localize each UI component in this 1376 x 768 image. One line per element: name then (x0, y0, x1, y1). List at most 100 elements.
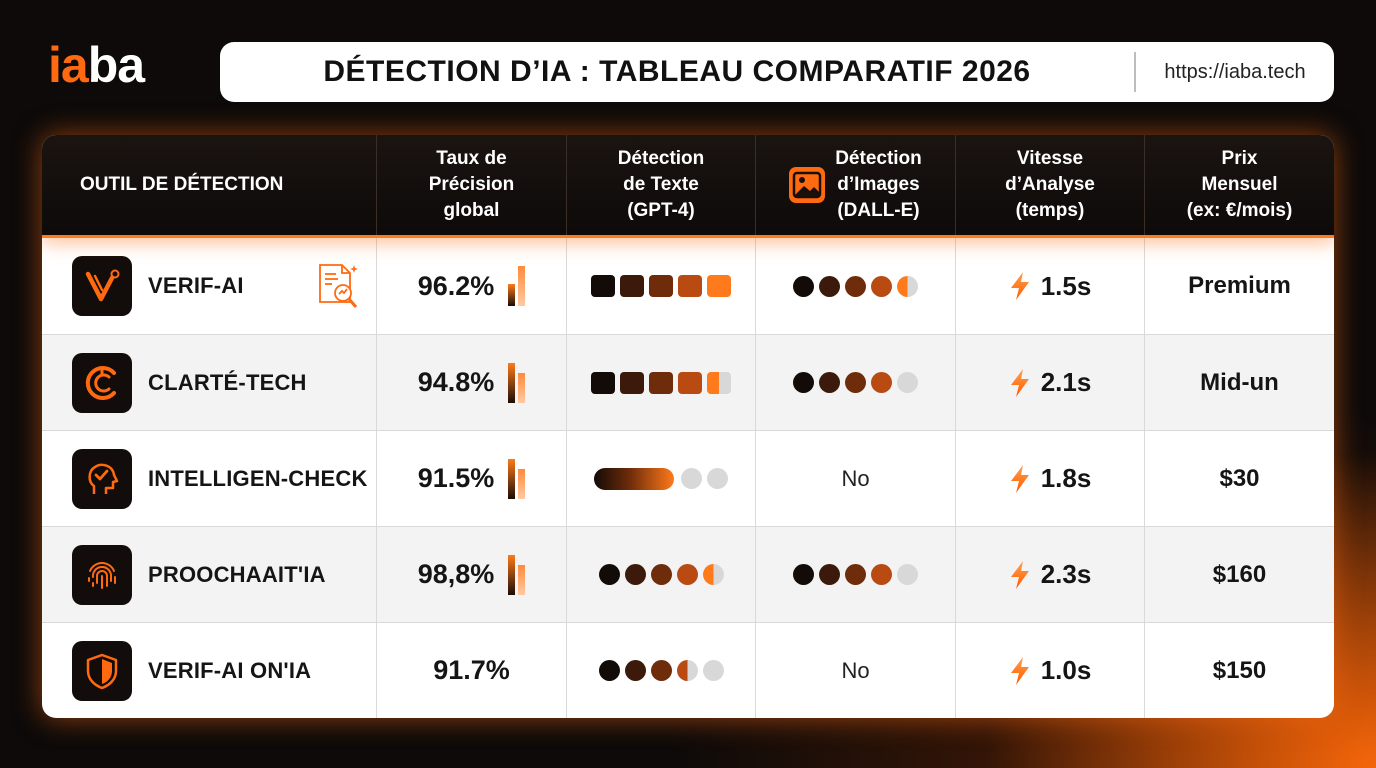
text-detection-rating (591, 371, 731, 394)
table-row[interactable]: INTELLIGEN-CHECK 91.5% No 1.8s $30 (42, 430, 1334, 526)
price-cell: Mid-un (1145, 335, 1334, 430)
header-accuracy: Taux de Précision global (377, 135, 567, 235)
table-header: OUTIL DE DÉTECTION Taux de Précision glo… (42, 135, 1334, 238)
image-detection-cell: No (756, 431, 956, 526)
accuracy-cell: 98,8% (377, 527, 567, 622)
speed-cell: 1.0s (956, 623, 1145, 718)
price-cell: $30 (1145, 431, 1334, 526)
speed-cell: 2.3s (956, 527, 1145, 622)
site-url[interactable]: https://iaba.tech (1164, 60, 1306, 83)
image-detection-rating-unit (819, 275, 840, 297)
lightning-icon (1010, 272, 1029, 300)
title-separator (1134, 52, 1136, 92)
accuracy-value: 94.8% (417, 367, 495, 397)
text-detection-rating (594, 467, 728, 490)
image-detection-rating-unit (845, 564, 866, 585)
image-detection-rating (793, 564, 918, 585)
table-row[interactable]: VERIF-AI ON'IA 91.7% No 1.0s $150 (42, 622, 1334, 718)
header-tool: OUTIL DE DÉTECTION (42, 135, 377, 235)
tool-cell: VERIF-AI (42, 238, 377, 334)
text-detection-rating-unit (676, 564, 698, 585)
accuracy-bar (508, 458, 516, 499)
table-body: VERIF-AI 96.2% 1.5s Premium CLARTÉ-TECH … (42, 238, 1334, 718)
text-detection-rating-unit (678, 371, 702, 394)
header-text-detection: Détection de Texte (GPT-4) (567, 135, 756, 235)
image-detection-cell (756, 238, 956, 334)
price-value: $160 (1212, 560, 1267, 588)
image-detection-rating-unit (871, 275, 892, 297)
tool-cell: CLARTÉ-TECH (42, 335, 377, 430)
tool-cell: VERIF-AI ON'IA (42, 623, 377, 718)
tool-name: VERIF-AI ON'IA (148, 657, 312, 683)
image-detection-value: No (841, 657, 870, 683)
text-detection-cell (567, 335, 756, 430)
text-detection-rating-unit (649, 371, 673, 394)
lightning-icon (1010, 560, 1029, 589)
text-detection-rating-unit (649, 275, 673, 297)
price-value: $30 (1219, 464, 1260, 492)
lightning-icon (1010, 464, 1029, 493)
text-detection-rating-unit (598, 660, 620, 681)
header-price-label: Prix Mensuel (ex: €/mois) (1186, 148, 1293, 221)
comparison-table: OUTIL DE DÉTECTION Taux de Précision glo… (42, 135, 1334, 718)
text-detection-rating-unit (702, 564, 724, 585)
table-row[interactable]: CLARTÉ-TECH 94.8% 2.1s Mid-un (42, 334, 1334, 430)
text-detection-rating-unit (707, 371, 731, 394)
image-detection-rating (793, 372, 918, 393)
tool-name: CLARTÉ-TECH (148, 369, 307, 395)
price-cell: $150 (1145, 623, 1334, 718)
brand-logo: iaba (48, 37, 145, 93)
header-speed: Vitesse d’Analyse (temps) (956, 135, 1145, 235)
accuracy-cell: 96.2% (377, 238, 567, 334)
speed-value: 2.1s (1040, 367, 1092, 397)
accuracy-bars (508, 362, 526, 403)
text-detection-rating-unit (620, 275, 644, 297)
text-detection-rating-unit (598, 564, 620, 585)
document-magnifier-icon (316, 262, 362, 312)
accuracy-bars (508, 554, 526, 595)
accuracy-cell: 91.5% (377, 431, 567, 526)
speed-cell: 1.8s (956, 431, 1145, 526)
speed: 2.3s (1009, 559, 1092, 590)
table-row[interactable]: PROOCHAAIT'IA 98,8% 2.3s $160 (42, 526, 1334, 622)
text-detection-rating-dot (681, 468, 702, 489)
text-detection-rating-unit (702, 660, 724, 681)
tool-name: PROOCHAAIT'IA (148, 561, 326, 587)
lightning-icon (1010, 368, 1029, 397)
table-row[interactable]: VERIF-AI 96.2% 1.5s Premium (42, 238, 1334, 334)
text-detection-rating-unit (624, 564, 646, 585)
accuracy-bar (508, 284, 516, 306)
text-detection-rating-dot (707, 468, 728, 489)
accuracy-cell: 91.7% (377, 623, 567, 718)
accuracy-bar (518, 372, 526, 403)
accuracy-bar (508, 554, 516, 595)
tool-name: INTELLIGEN-CHECK (148, 465, 368, 491)
speed-value: 2.3s (1040, 559, 1092, 589)
c-logo-icon (72, 352, 132, 413)
accuracy-bar (518, 564, 526, 595)
price-value: Premium (1188, 272, 1291, 299)
accuracy-value: 98,8% (417, 559, 495, 589)
text-detection-cell (567, 238, 756, 334)
speed: 1.0s (1009, 655, 1092, 686)
accuracy-bar (518, 266, 526, 306)
image-detection-rating-unit (793, 372, 814, 393)
shield-icon (72, 640, 132, 701)
text-detection-rating-unit (707, 275, 731, 297)
text-detection-rating (598, 564, 724, 585)
image-detection-rating-unit (871, 372, 892, 393)
accuracy-cell: 94.8% (377, 335, 567, 430)
logo-part-2: ba (87, 37, 145, 93)
speed-value: 1.0s (1040, 655, 1092, 685)
text-detection-cell (567, 431, 756, 526)
head-check-icon (72, 448, 132, 509)
accuracy-value: 96.2% (417, 270, 495, 301)
image-detection-cell (756, 335, 956, 430)
tool-cell: PROOCHAAIT'IA (42, 527, 377, 622)
image-icon (789, 167, 826, 203)
image-detection-rating (793, 275, 918, 297)
image-detection-rating-unit (897, 564, 918, 585)
text-detection-rating-unit (678, 275, 702, 297)
header-accuracy-label: Taux de Précision global (428, 148, 515, 221)
image-detection-rating-unit (897, 372, 918, 393)
